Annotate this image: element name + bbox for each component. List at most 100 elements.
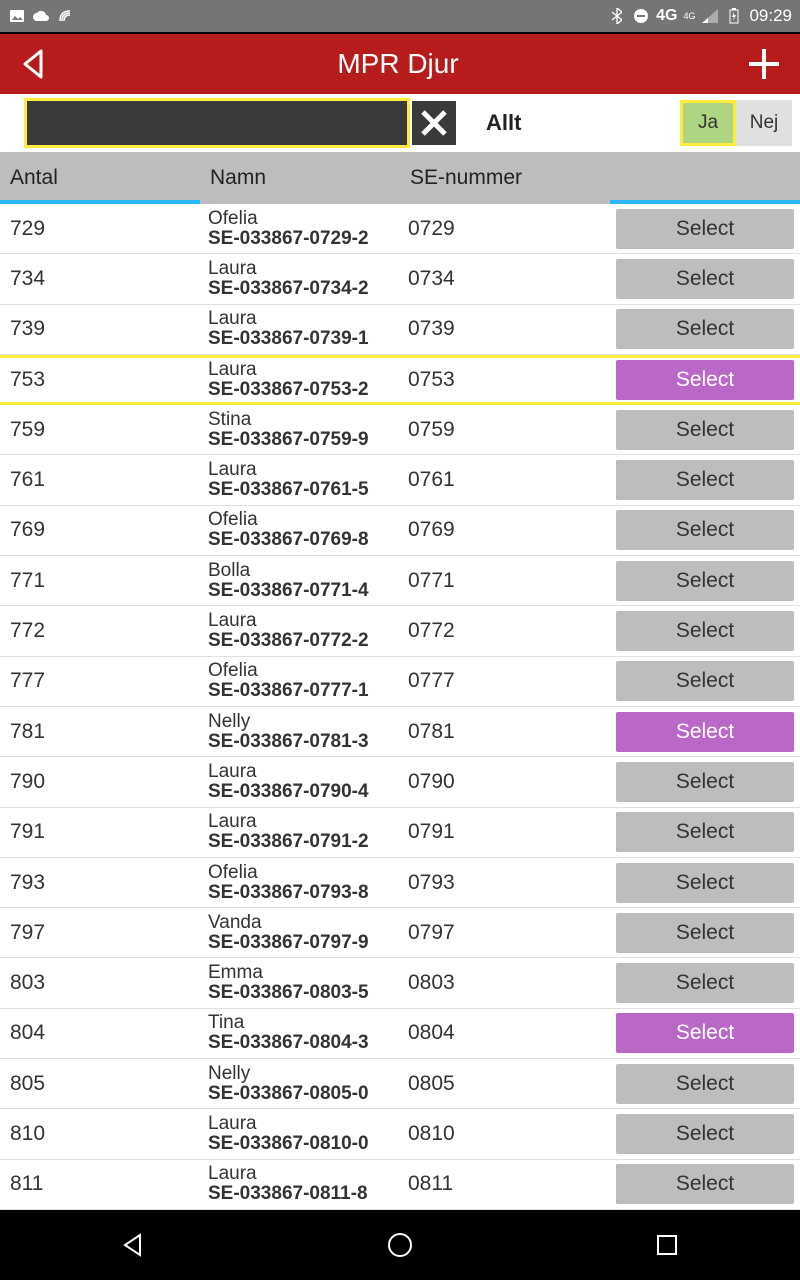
cell-antal: 793 bbox=[0, 871, 200, 895]
clear-search-button[interactable] bbox=[412, 101, 456, 145]
select-button[interactable]: Select bbox=[616, 812, 794, 852]
cell-namn: NellySE-033867-0805-0 bbox=[200, 1064, 400, 1104]
table-row[interactable]: 781NellySE-033867-0781-30781Select bbox=[0, 707, 800, 757]
cell-antal: 759 bbox=[0, 418, 200, 442]
nav-home-icon[interactable] bbox=[382, 1227, 418, 1263]
cell-namn: TinaSE-033867-0804-3 bbox=[200, 1013, 400, 1053]
nav-recent-icon[interactable] bbox=[649, 1227, 685, 1263]
col-se-nummer[interactable]: SE-nummer bbox=[400, 166, 610, 190]
table-row[interactable]: 803EmmaSE-033867-0803-50803Select bbox=[0, 958, 800, 1008]
table-row[interactable]: 777OfeliaSE-033867-0777-10777Select bbox=[0, 657, 800, 707]
select-button[interactable]: Select bbox=[616, 762, 794, 802]
filter-label[interactable]: Allt bbox=[486, 110, 521, 136]
battery-icon bbox=[725, 7, 743, 25]
cell-se-nummer: 0739 bbox=[400, 317, 610, 341]
table-row[interactable]: 805NellySE-033867-0805-00805Select bbox=[0, 1059, 800, 1109]
select-button[interactable]: Select bbox=[616, 661, 794, 701]
cell-namn: LauraSE-033867-0810-0 bbox=[200, 1114, 400, 1154]
table-row[interactable]: 793OfeliaSE-033867-0793-80793Select bbox=[0, 858, 800, 908]
select-button[interactable]: Select bbox=[616, 360, 794, 400]
nav-back-icon[interactable] bbox=[115, 1227, 151, 1263]
col-antal[interactable]: Antal bbox=[0, 166, 200, 190]
select-button[interactable]: Select bbox=[616, 863, 794, 903]
table-row[interactable]: 790LauraSE-033867-0790-40790Select bbox=[0, 757, 800, 807]
cell-antal: 761 bbox=[0, 468, 200, 492]
select-button[interactable]: Select bbox=[616, 611, 794, 651]
cell-antal: 811 bbox=[0, 1172, 200, 1196]
toggle-nej[interactable]: Nej bbox=[736, 100, 792, 146]
dnd-icon bbox=[632, 7, 650, 25]
table-row[interactable]: 771BollaSE-033867-0771-40771Select bbox=[0, 556, 800, 606]
select-button[interactable]: Select bbox=[616, 913, 794, 953]
cell-namn: LauraSE-033867-0753-2 bbox=[200, 360, 400, 400]
cell-antal: 769 bbox=[0, 518, 200, 542]
back-button[interactable] bbox=[18, 48, 50, 80]
cell-namn: LauraSE-033867-0790-4 bbox=[200, 762, 400, 802]
table-row[interactable]: 759StinaSE-033867-0759-90759Select bbox=[0, 405, 800, 455]
cell-se-nummer: 0791 bbox=[400, 820, 610, 844]
cell-namn: LauraSE-033867-0734-2 bbox=[200, 259, 400, 299]
select-button[interactable]: Select bbox=[616, 209, 794, 249]
select-button[interactable]: Select bbox=[616, 259, 794, 299]
cell-se-nummer: 0805 bbox=[400, 1072, 610, 1096]
select-button[interactable]: Select bbox=[616, 1164, 794, 1204]
table-row[interactable]: 729OfeliaSE-033867-0729-20729Select bbox=[0, 204, 800, 254]
cell-namn: StinaSE-033867-0759-9 bbox=[200, 410, 400, 450]
cell-se-nummer: 0759 bbox=[400, 418, 610, 442]
table-row[interactable]: 734LauraSE-033867-0734-20734Select bbox=[0, 254, 800, 304]
cell-se-nummer: 0777 bbox=[400, 669, 610, 693]
select-button[interactable]: Select bbox=[616, 963, 794, 1003]
cell-namn: BollaSE-033867-0771-4 bbox=[200, 561, 400, 601]
cell-namn: VandaSE-033867-0797-9 bbox=[200, 913, 400, 953]
table-row[interactable]: 753LauraSE-033867-0753-20753Select bbox=[0, 355, 800, 405]
page-title: MPR Djur bbox=[50, 48, 746, 80]
table-row[interactable]: 810LauraSE-033867-0810-00810Select bbox=[0, 1109, 800, 1159]
table-row[interactable]: 811LauraSE-033867-0811-80811Select bbox=[0, 1160, 800, 1210]
signal-icon bbox=[701, 7, 719, 25]
table-row[interactable]: 791LauraSE-033867-0791-20791Select bbox=[0, 808, 800, 858]
image-icon bbox=[8, 7, 26, 25]
status-bar: 4G4G 09:29 bbox=[0, 0, 800, 32]
cell-namn: LauraSE-033867-0772-2 bbox=[200, 611, 400, 651]
cell-se-nummer: 0771 bbox=[400, 569, 610, 593]
select-button[interactable]: Select bbox=[616, 460, 794, 500]
cell-antal: 804 bbox=[0, 1021, 200, 1045]
cell-se-nummer: 0797 bbox=[400, 921, 610, 945]
cell-namn: NellySE-033867-0781-3 bbox=[200, 712, 400, 752]
table-row[interactable]: 804TinaSE-033867-0804-30804Select bbox=[0, 1009, 800, 1059]
select-button[interactable]: Select bbox=[616, 410, 794, 450]
nfc-icon bbox=[56, 7, 74, 25]
col-namn[interactable]: Namn bbox=[200, 166, 400, 190]
select-button[interactable]: Select bbox=[616, 1013, 794, 1053]
cell-se-nummer: 0811 bbox=[400, 1172, 610, 1196]
table-row[interactable]: 739LauraSE-033867-0739-10739Select bbox=[0, 305, 800, 355]
table-row[interactable]: 772LauraSE-033867-0772-20772Select bbox=[0, 606, 800, 656]
select-button[interactable]: Select bbox=[616, 712, 794, 752]
table-row[interactable]: 797VandaSE-033867-0797-90797Select bbox=[0, 908, 800, 958]
select-button[interactable]: Select bbox=[616, 309, 794, 349]
cell-antal: 803 bbox=[0, 971, 200, 995]
toggle-ja[interactable]: Ja bbox=[680, 100, 736, 146]
cell-antal: 777 bbox=[0, 669, 200, 693]
cell-namn: LauraSE-033867-0739-1 bbox=[200, 309, 400, 349]
cell-se-nummer: 0793 bbox=[400, 871, 610, 895]
table-row[interactable]: 761LauraSE-033867-0761-50761Select bbox=[0, 455, 800, 505]
cell-se-nummer: 0769 bbox=[400, 518, 610, 542]
table-body[interactable]: 729OfeliaSE-033867-0729-20729Select734La… bbox=[0, 204, 800, 1210]
filter-toggle: Ja Nej bbox=[680, 100, 792, 146]
cell-namn: OfeliaSE-033867-0729-2 bbox=[200, 209, 400, 249]
cell-antal: 790 bbox=[0, 770, 200, 794]
select-button[interactable]: Select bbox=[616, 1114, 794, 1154]
cell-se-nummer: 0772 bbox=[400, 619, 610, 643]
cell-antal: 734 bbox=[0, 267, 200, 291]
table-row[interactable]: 769OfeliaSE-033867-0769-80769Select bbox=[0, 506, 800, 556]
cell-se-nummer: 0804 bbox=[400, 1021, 610, 1045]
network-label: 4G bbox=[656, 7, 677, 25]
add-button[interactable] bbox=[746, 46, 782, 82]
search-input[interactable] bbox=[27, 101, 407, 145]
cell-antal: 771 bbox=[0, 569, 200, 593]
select-button[interactable]: Select bbox=[616, 1064, 794, 1104]
cell-namn: OfeliaSE-033867-0793-8 bbox=[200, 863, 400, 903]
select-button[interactable]: Select bbox=[616, 510, 794, 550]
select-button[interactable]: Select bbox=[616, 561, 794, 601]
